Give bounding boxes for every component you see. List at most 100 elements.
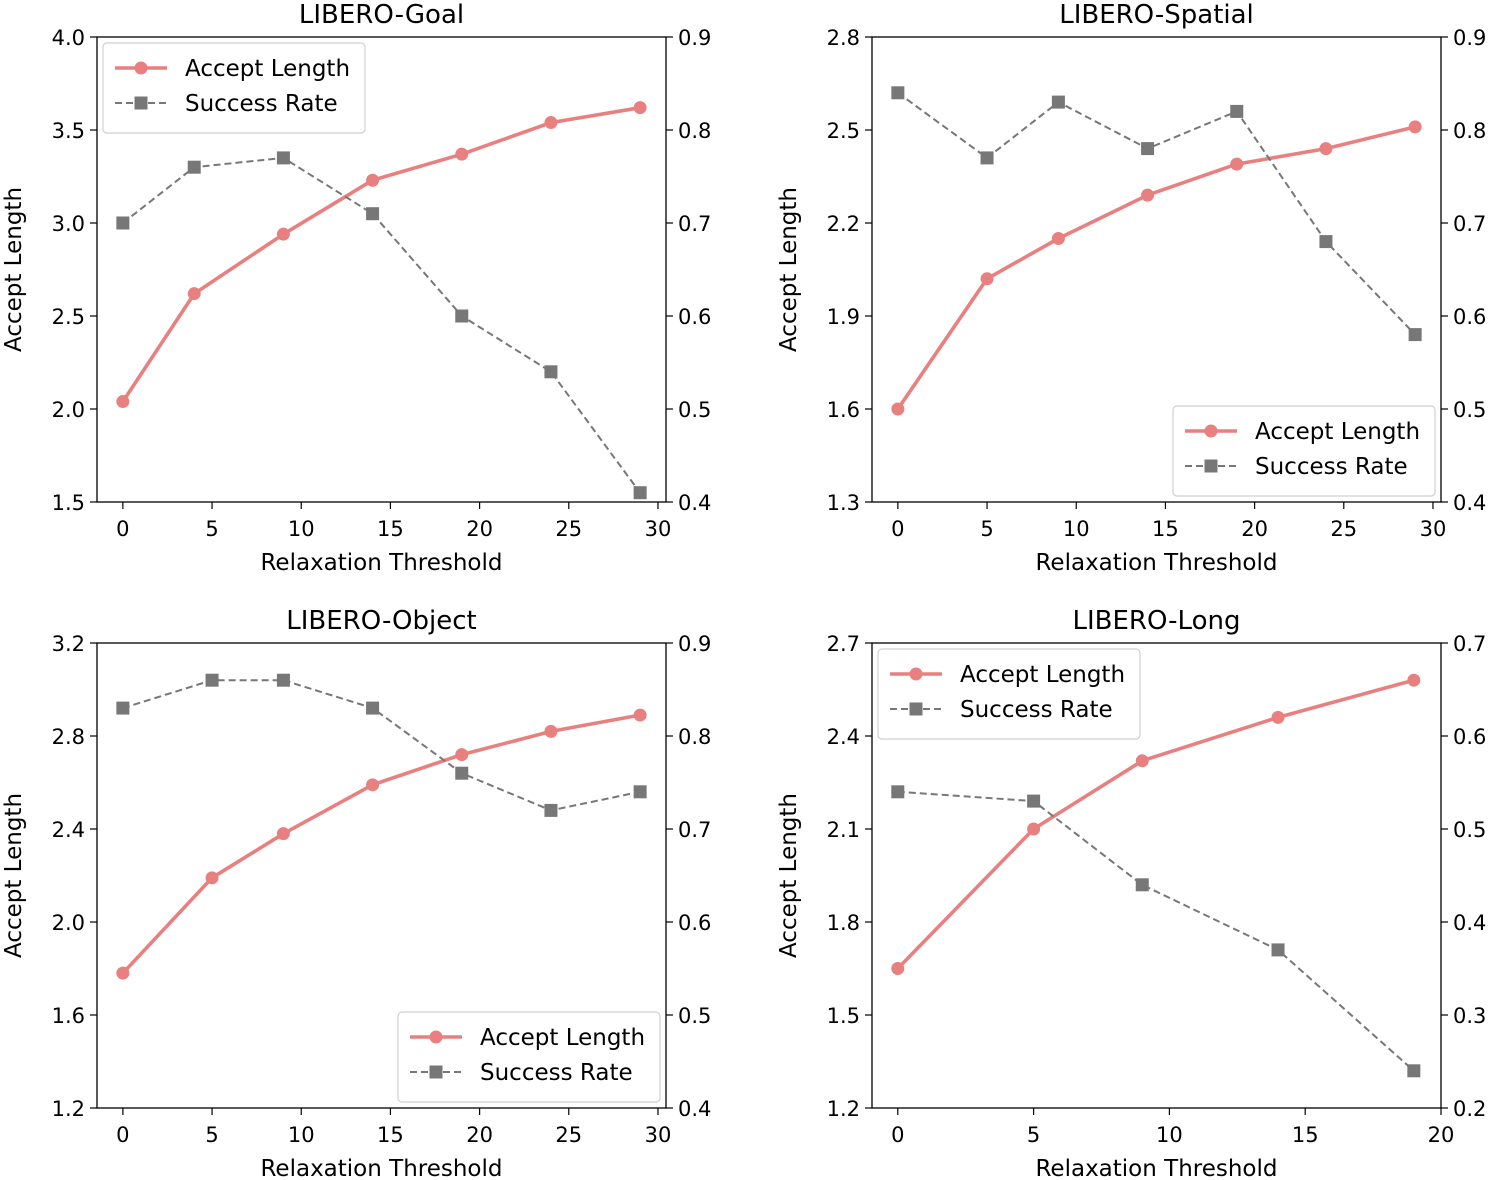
y2-tick-label: 0.4 <box>678 491 711 515</box>
success-rate-point <box>276 151 290 165</box>
chart-title: LIBERO-Goal <box>299 0 464 30</box>
y-axis-label: Accept Length <box>776 187 802 352</box>
y2-tick-label: 0.4 <box>1453 911 1486 935</box>
y-tick-label: 1.3 <box>827 491 860 515</box>
y-tick-label: 1.6 <box>827 398 860 422</box>
y-tick-label: 3.0 <box>52 212 85 236</box>
success-rate-point <box>1408 328 1422 342</box>
x-tick-label: 20 <box>466 1123 493 1147</box>
x-tick-label: 30 <box>645 1123 672 1147</box>
legend-label: Accept Length <box>1255 419 1420 445</box>
y-tick-label: 1.5 <box>827 1004 860 1028</box>
legend-box <box>877 648 1141 740</box>
legend-box <box>1172 405 1436 497</box>
x-tick-label: 5 <box>205 517 218 541</box>
x-tick-label: 25 <box>555 1123 582 1147</box>
y-tick-label: 2.8 <box>52 725 85 749</box>
y-tick-label: 2.1 <box>827 818 860 842</box>
legend-label: Accept Length <box>480 1025 645 1051</box>
y-tick-label: 1.5 <box>52 491 85 515</box>
legend-marker-success-rate <box>909 702 923 716</box>
y2-tick-label: 0.3 <box>1453 1004 1486 1028</box>
x-tick-label: 10 <box>1156 1123 1183 1147</box>
accept-length-point <box>1051 232 1065 245</box>
x-tick-label: 20 <box>1241 517 1268 541</box>
legend-label: Success Rate <box>1255 454 1408 480</box>
x-tick-label: 15 <box>1292 1123 1319 1147</box>
x-tick-label: 30 <box>645 517 672 541</box>
legend-label: Accept Length <box>185 56 350 82</box>
accept-length-point <box>1407 673 1421 687</box>
chart-title: LIBERO-Object <box>286 606 476 636</box>
y2-tick-label: 0.5 <box>678 398 711 422</box>
y2-tick-label: 0.9 <box>678 632 711 656</box>
y-tick-label: 1.8 <box>827 911 860 935</box>
accept-length-line <box>121 105 642 404</box>
accept-length-point <box>116 966 130 980</box>
accept-length-line <box>121 713 642 975</box>
y2-tick-label: 0.4 <box>1453 491 1486 515</box>
success-rate-point <box>891 785 905 799</box>
x-tick-label: 5 <box>980 517 993 541</box>
y-tick-label: 2.4 <box>52 818 85 842</box>
y-axis-label: Accept Length <box>1 187 27 352</box>
y2-tick-label: 0.7 <box>1453 212 1486 236</box>
success-rate-point <box>455 309 469 323</box>
accept-length-point <box>1230 157 1244 171</box>
accept-length-point <box>1271 710 1285 724</box>
accept-length-point <box>455 147 469 161</box>
legend-label: Success Rate <box>960 697 1113 723</box>
chart-panel: LIBERO-Object 0 5 10 15 20 25 30 Relaxation Thre… <box>1 606 711 1180</box>
y-tick-label: 2.5 <box>52 305 85 329</box>
x-tick-label: 0 <box>891 517 904 541</box>
success-rate-point <box>1319 235 1333 249</box>
accept-length-point <box>980 272 994 286</box>
chart-title: LIBERO-Long <box>1073 606 1241 636</box>
accept-length-line <box>896 125 1417 411</box>
legend-label: Success Rate <box>480 1060 633 1086</box>
chart-panel: LIBERO-Goal 0 5 10 15 20 25 30 Relaxation Thresh… <box>1 0 711 576</box>
y2-tick-label: 0.6 <box>1453 725 1486 749</box>
y2-tick-label: 0.6 <box>678 911 711 935</box>
accept-length-point <box>544 116 558 130</box>
y2-tick-label: 0.5 <box>678 1004 711 1028</box>
success-rate-point <box>544 803 558 817</box>
accept-length-point <box>205 871 219 885</box>
y-tick-label: 1.2 <box>827 1097 860 1121</box>
accept-length-point <box>1408 120 1422 134</box>
success-rate-point <box>1141 142 1155 156</box>
y2-tick-label: 0.6 <box>1453 305 1486 329</box>
legend-box <box>397 1011 661 1103</box>
success-rate-point <box>1027 794 1041 808</box>
success-rate-point <box>366 207 380 221</box>
accept-length-point <box>276 227 290 241</box>
y2-tick-label: 0.7 <box>678 212 711 236</box>
success-rate-point <box>455 766 469 780</box>
x-tick-label: 10 <box>288 517 315 541</box>
y2-tick-label: 0.8 <box>678 725 711 749</box>
legend-marker-accept-length <box>429 1030 443 1044</box>
success-rate-line <box>122 156 641 494</box>
accept-length-point <box>1319 142 1333 156</box>
success-rate-point <box>1051 95 1065 109</box>
accept-length-point <box>366 173 380 187</box>
y2-tick-label: 0.5 <box>1453 818 1486 842</box>
chart-panel: LIBERO-Long 0 5 10 15 20 Relaxation Threshold 1… <box>776 606 1486 1180</box>
x-tick-label: 20 <box>466 517 493 541</box>
plot-frame <box>96 36 667 503</box>
x-axis-label: Relaxation Threshold <box>1035 1156 1277 1180</box>
success-rate-point <box>1230 104 1244 118</box>
legend-label: Accept Length <box>960 662 1125 688</box>
x-tick-label: 25 <box>1330 517 1357 541</box>
success-rate-point <box>116 701 130 715</box>
success-rate-point <box>1271 943 1285 957</box>
legend-marker-accept-length <box>909 667 923 681</box>
y-tick-label: 3.2 <box>52 632 85 656</box>
accept-length-point <box>891 402 905 416</box>
x-tick-label: 25 <box>555 517 582 541</box>
success-rate-point <box>980 151 994 165</box>
x-tick-label: 5 <box>1027 1123 1040 1147</box>
accept-length-point <box>276 827 290 841</box>
x-axis-label: Relaxation Threshold <box>260 550 502 576</box>
